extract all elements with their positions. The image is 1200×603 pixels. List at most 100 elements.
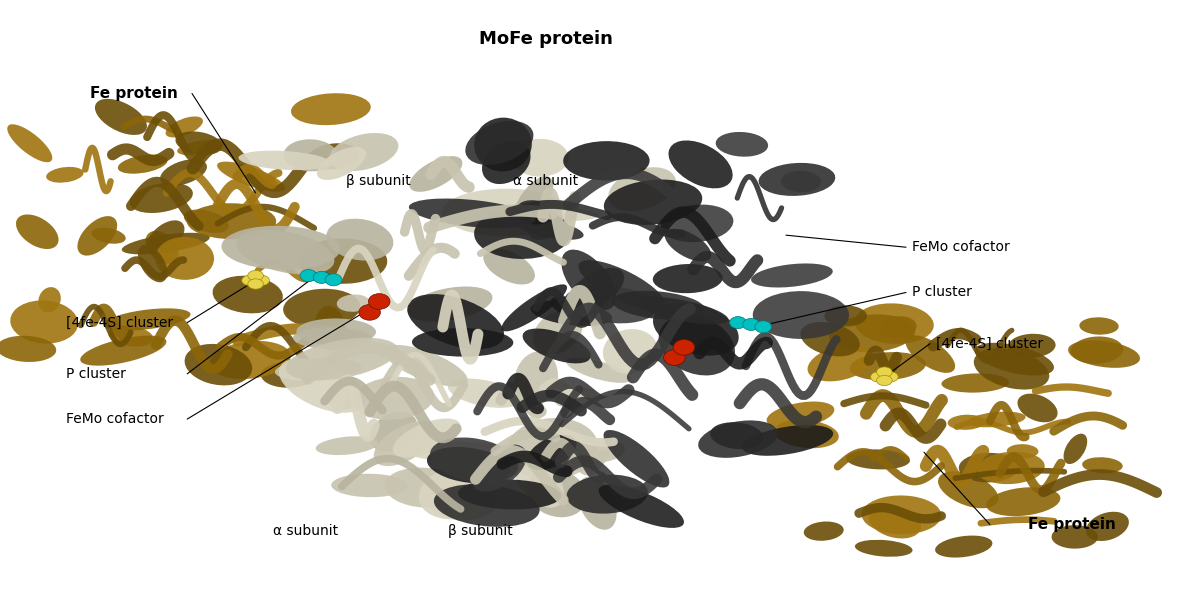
Ellipse shape	[556, 388, 596, 407]
Text: α subunit: α subunit	[274, 523, 338, 538]
Ellipse shape	[486, 206, 599, 221]
Ellipse shape	[664, 350, 685, 365]
Ellipse shape	[854, 303, 934, 344]
Text: [4fe-4S] cluster: [4fe-4S] cluster	[936, 336, 1043, 351]
Ellipse shape	[293, 327, 372, 350]
Ellipse shape	[412, 328, 514, 356]
Ellipse shape	[331, 474, 408, 497]
Ellipse shape	[11, 300, 78, 344]
Ellipse shape	[316, 436, 378, 455]
Ellipse shape	[239, 151, 331, 170]
Text: FeMo cofactor: FeMo cofactor	[912, 240, 1009, 254]
Ellipse shape	[959, 453, 1019, 482]
Ellipse shape	[577, 477, 617, 530]
Ellipse shape	[236, 230, 335, 274]
Ellipse shape	[673, 339, 695, 355]
Ellipse shape	[710, 422, 763, 449]
Ellipse shape	[604, 180, 702, 225]
Ellipse shape	[185, 344, 252, 385]
Ellipse shape	[967, 412, 1026, 428]
Ellipse shape	[512, 176, 553, 227]
Ellipse shape	[299, 238, 388, 284]
Ellipse shape	[283, 289, 360, 327]
Ellipse shape	[296, 318, 376, 345]
Ellipse shape	[653, 264, 722, 293]
Ellipse shape	[247, 270, 264, 280]
Ellipse shape	[466, 121, 534, 165]
Ellipse shape	[846, 449, 910, 469]
Ellipse shape	[906, 335, 955, 373]
Ellipse shape	[474, 118, 532, 171]
Text: β subunit: β subunit	[448, 523, 512, 538]
Ellipse shape	[130, 183, 193, 213]
Ellipse shape	[506, 418, 598, 480]
Ellipse shape	[313, 271, 330, 283]
Ellipse shape	[408, 286, 492, 322]
Ellipse shape	[568, 438, 625, 463]
Ellipse shape	[527, 435, 576, 470]
Ellipse shape	[715, 132, 768, 157]
Ellipse shape	[46, 167, 84, 183]
Ellipse shape	[278, 358, 366, 412]
Ellipse shape	[942, 373, 1009, 393]
Ellipse shape	[222, 226, 340, 270]
Ellipse shape	[1018, 394, 1057, 422]
Ellipse shape	[409, 156, 462, 192]
Ellipse shape	[166, 116, 203, 137]
Ellipse shape	[566, 475, 648, 514]
Ellipse shape	[824, 306, 866, 326]
Ellipse shape	[758, 163, 835, 196]
Ellipse shape	[326, 219, 394, 260]
Ellipse shape	[146, 220, 185, 254]
Ellipse shape	[175, 131, 222, 155]
Ellipse shape	[260, 362, 316, 388]
Text: α subunit: α subunit	[514, 174, 578, 188]
Ellipse shape	[515, 456, 564, 508]
Ellipse shape	[187, 203, 276, 239]
Text: P cluster: P cluster	[66, 367, 126, 381]
Text: Fe protein: Fe protein	[1028, 517, 1116, 532]
Ellipse shape	[80, 336, 167, 365]
Ellipse shape	[1070, 336, 1123, 364]
Ellipse shape	[829, 314, 916, 352]
Ellipse shape	[533, 311, 582, 355]
Ellipse shape	[502, 285, 568, 332]
Ellipse shape	[612, 291, 706, 320]
Ellipse shape	[307, 144, 359, 169]
Ellipse shape	[275, 358, 361, 381]
Ellipse shape	[986, 487, 1061, 516]
Text: β subunit: β subunit	[346, 174, 410, 188]
Ellipse shape	[38, 287, 61, 312]
Ellipse shape	[317, 147, 366, 180]
Ellipse shape	[869, 505, 922, 538]
Ellipse shape	[568, 268, 624, 311]
Ellipse shape	[370, 412, 418, 452]
Ellipse shape	[752, 291, 850, 339]
Ellipse shape	[698, 420, 778, 458]
Ellipse shape	[155, 237, 214, 280]
Ellipse shape	[484, 248, 535, 285]
Ellipse shape	[1007, 444, 1038, 458]
Ellipse shape	[91, 228, 126, 244]
Ellipse shape	[755, 321, 772, 333]
Ellipse shape	[121, 233, 210, 254]
Ellipse shape	[935, 535, 992, 558]
Ellipse shape	[604, 430, 670, 487]
Ellipse shape	[522, 329, 590, 364]
Ellipse shape	[661, 204, 733, 242]
Ellipse shape	[300, 270, 317, 282]
Ellipse shape	[247, 279, 264, 289]
Ellipse shape	[977, 452, 1045, 484]
Ellipse shape	[0, 336, 56, 362]
Ellipse shape	[528, 215, 565, 240]
Ellipse shape	[384, 467, 463, 508]
Ellipse shape	[974, 343, 1054, 376]
Ellipse shape	[95, 99, 146, 135]
Ellipse shape	[1008, 334, 1056, 358]
Ellipse shape	[1079, 317, 1118, 335]
Ellipse shape	[742, 425, 833, 456]
Ellipse shape	[566, 358, 631, 383]
Ellipse shape	[973, 349, 1049, 390]
Ellipse shape	[314, 306, 346, 350]
Ellipse shape	[948, 415, 985, 430]
